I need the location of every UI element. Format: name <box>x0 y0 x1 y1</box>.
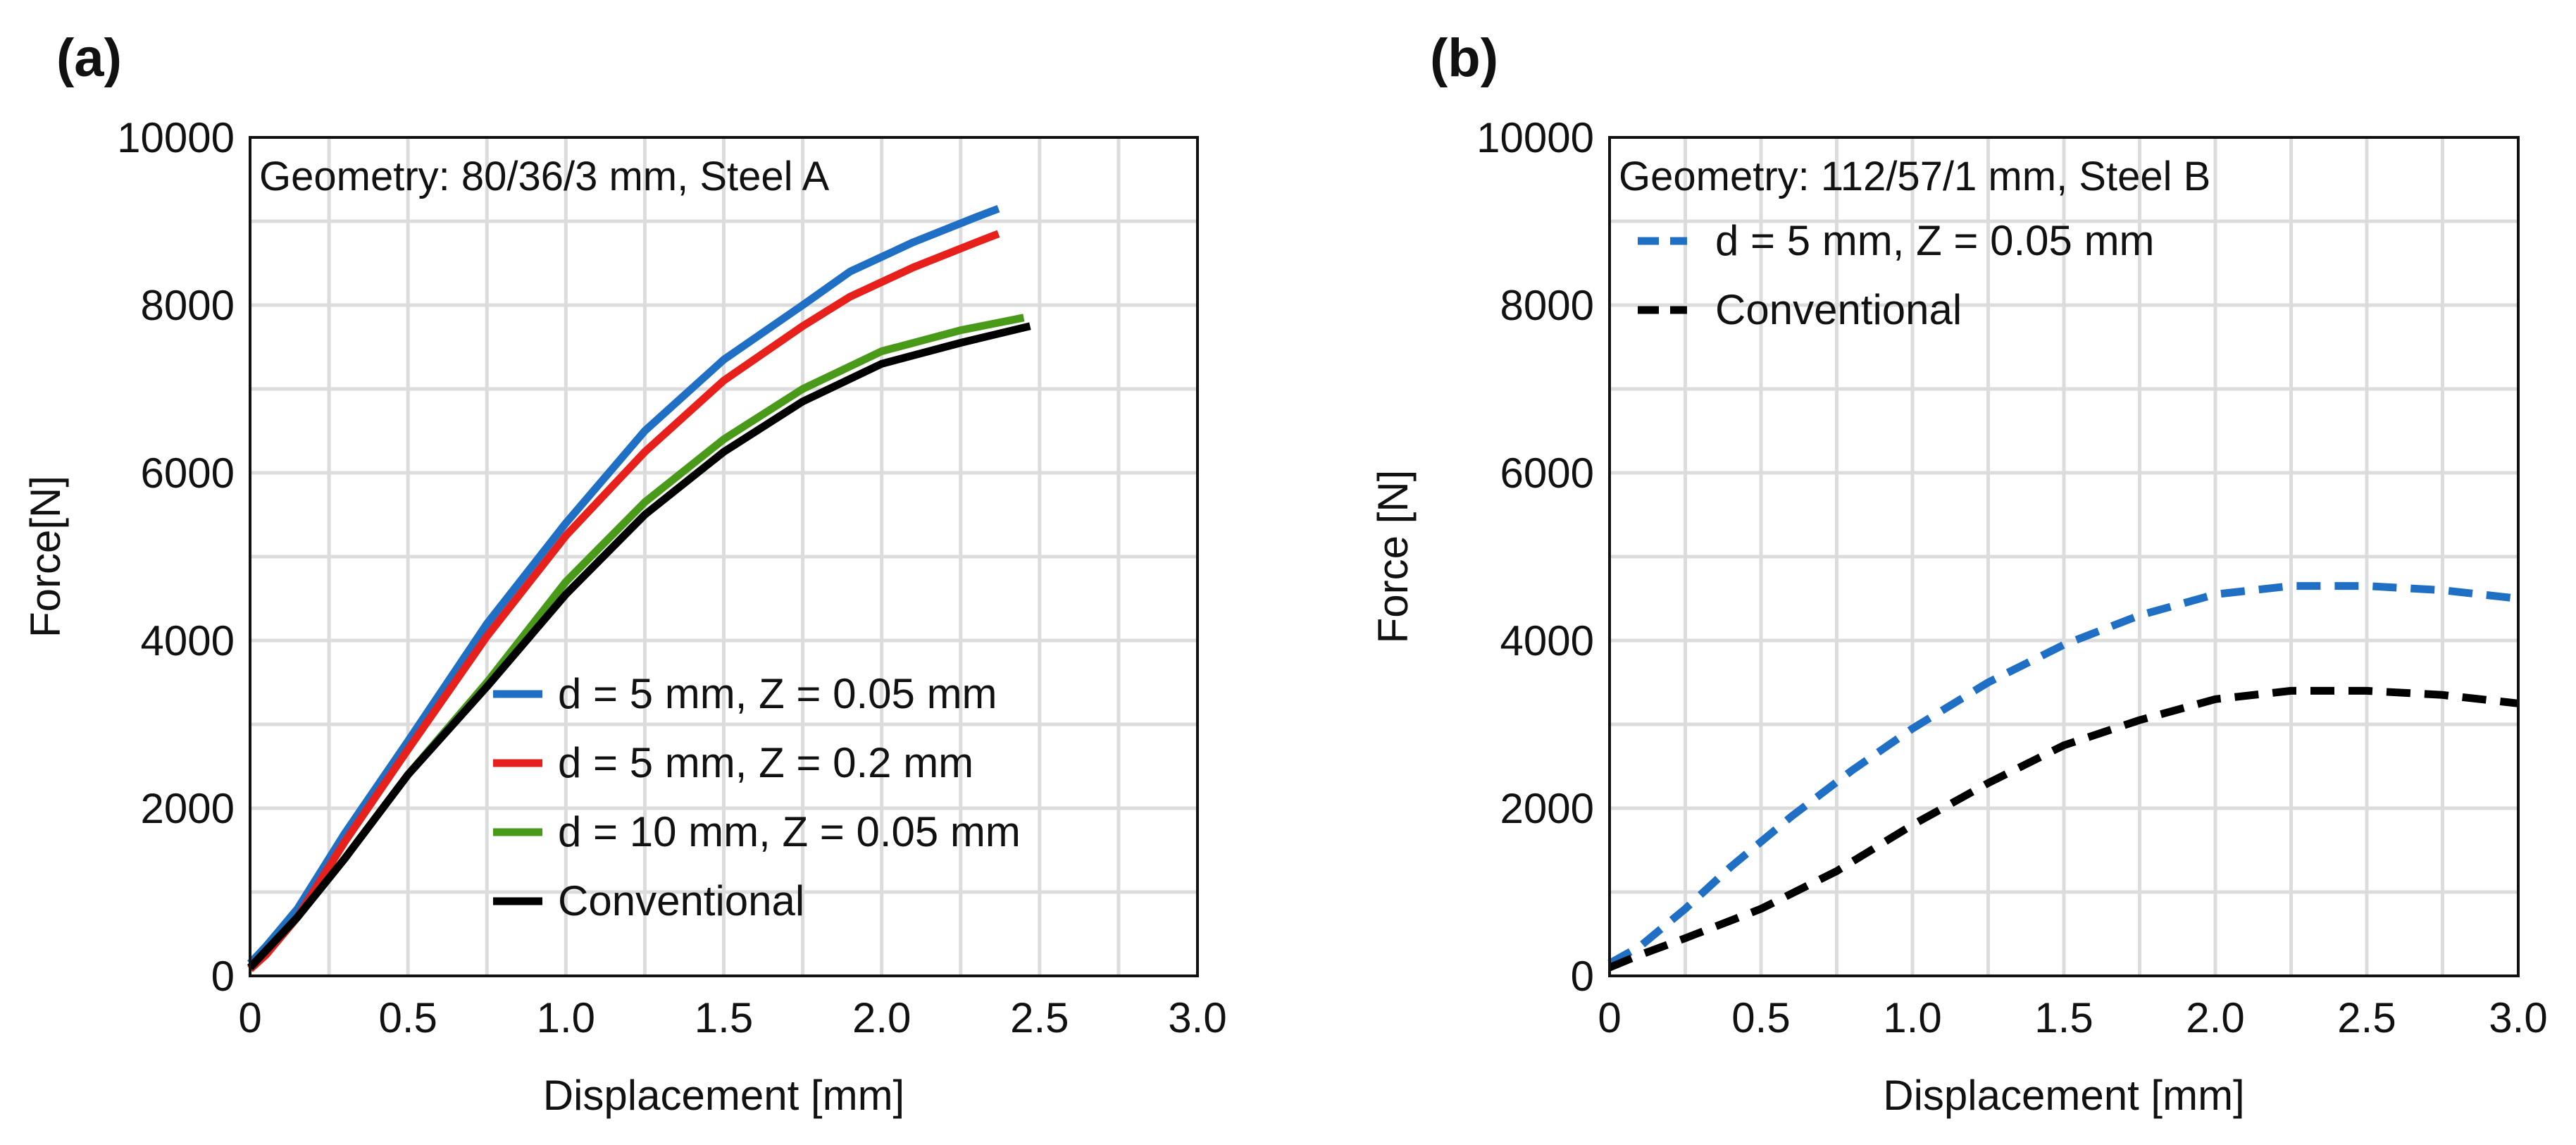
x-tick-label: 1.0 <box>537 994 595 1041</box>
x-tick-label: 3.0 <box>2489 994 2547 1041</box>
y-tick-label: 10000 <box>1476 114 1594 161</box>
panel-a-grid <box>250 137 1197 976</box>
x-tick-label: 1.0 <box>1883 994 1941 1041</box>
legend-label: d = 5 mm, Z = 0.05 mm <box>1715 217 2155 264</box>
panel-b-geometry-annotation: Geometry: 112/57/1 mm, Steel B <box>1619 154 2210 199</box>
x-tick-label: 0.5 <box>378 994 437 1041</box>
x-tick-label: 2.0 <box>2186 994 2244 1041</box>
panel-b-x-axis-title: Displacement [mm] <box>1883 1072 2244 1119</box>
x-tick-label: 3.0 <box>1168 994 1226 1041</box>
legend-label: d = 5 mm, Z = 0.05 mm <box>558 670 997 717</box>
y-tick-label: 0 <box>211 953 235 1000</box>
series-line-3 <box>247 314 1025 970</box>
x-tick-label: 1.5 <box>695 994 753 1041</box>
legend-label: Conventional <box>558 877 804 924</box>
y-tick-label: 0 <box>1571 953 1594 1000</box>
x-tick-label: 0 <box>238 994 261 1041</box>
panel-a-label: (a) <box>56 28 122 88</box>
series-line-1 <box>1607 582 2519 967</box>
legend-label: Conventional <box>1715 286 1962 333</box>
x-tick-label: 1.5 <box>2034 994 2093 1041</box>
panel-b-series <box>1607 582 2519 972</box>
x-tick-label: 2.5 <box>2337 994 2396 1041</box>
series-line-2 <box>247 230 1000 972</box>
panel-a: (a) 0 0.5 1.0 1.5 2.0 2.5 3.0 0 2000 4000 6000 800… <box>22 28 1227 1119</box>
panel-b-grid <box>1610 137 2518 976</box>
panel-b-y-tick-labels: 0 2000 4000 6000 8000 10000 <box>1476 114 1594 1000</box>
panel-a-x-axis-title: Displacement [mm] <box>543 1072 904 1119</box>
panel-b-legend: d = 5 mm, Z = 0.05 mm Conventional <box>1638 217 2155 333</box>
panel-a-plot-frame <box>249 136 1199 977</box>
panel-a-x-tick-labels: 0 0.5 1.0 1.5 2.0 2.5 3.0 <box>238 994 1226 1041</box>
x-tick-label: 2.5 <box>1010 994 1069 1041</box>
y-tick-label: 8000 <box>141 282 235 329</box>
y-tick-label: 8000 <box>1500 282 1594 329</box>
series-line-2 <box>1607 686 2519 972</box>
panel-a-geometry-annotation: Geometry: 80/36/3 mm, Steel A <box>259 154 829 199</box>
panel-a-y-tick-labels: 0 2000 4000 6000 8000 10000 <box>117 114 235 1000</box>
y-tick-label: 4000 <box>141 617 235 664</box>
panel-a-y-axis-title: Force[N] <box>22 476 69 638</box>
panel-b-label: (b) <box>1430 28 1498 88</box>
x-tick-label: 2.0 <box>852 994 911 1041</box>
panel-b-plot-frame <box>1608 136 2520 977</box>
series-line-1 <box>247 204 1000 966</box>
y-tick-label: 2000 <box>1500 785 1594 832</box>
legend-label: d = 10 mm, Z = 0.05 mm <box>558 808 1021 855</box>
panel-a-legend: d = 5 mm, Z = 0.05 mm d = 5 mm, Z = 0.2 m… <box>493 670 1021 924</box>
panel-b-y-axis-title: Force [N] <box>1369 470 1417 644</box>
y-tick-label: 6000 <box>141 450 235 497</box>
x-tick-label: 0.5 <box>1731 994 1790 1041</box>
panel-b-x-tick-labels: 0 0.5 1.0 1.5 2.0 2.5 3.0 <box>1598 994 2547 1041</box>
x-tick-label: 0 <box>1598 994 1621 1041</box>
y-tick-label: 10000 <box>117 114 235 161</box>
legend-label: d = 5 mm, Z = 0.2 mm <box>558 739 973 786</box>
panel-b: (b) 0 0.5 1.0 1.5 2.0 2.5 3.0 0 2000 4000 6000 800… <box>1369 28 2548 1119</box>
y-tick-label: 6000 <box>1500 450 1594 497</box>
y-tick-label: 4000 <box>1500 617 1594 664</box>
series-line-4 <box>247 322 1031 970</box>
y-tick-label: 2000 <box>141 785 235 832</box>
panel-a-series <box>247 204 1031 972</box>
